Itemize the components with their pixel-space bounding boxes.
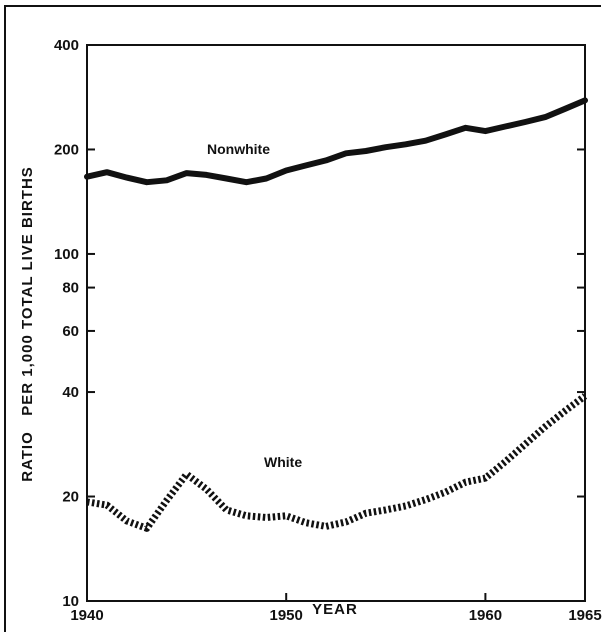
y-tick-label: 400 <box>54 37 79 54</box>
y-tick-label: 40 <box>62 384 79 401</box>
x-axis-title: YEAR <box>312 601 358 618</box>
y-tick-label: 100 <box>54 246 79 263</box>
figure-frame <box>4 5 601 632</box>
x-tick-label: 1965 <box>568 607 601 624</box>
nonwhite-series-line <box>84 97 588 186</box>
y-tick-label: 10 <box>62 593 79 610</box>
y-tick-label: 200 <box>54 141 79 158</box>
x-ticks: 1940 1950 1960 1965 <box>70 593 602 624</box>
series-lines <box>84 97 588 532</box>
y-tick-label: 20 <box>62 489 79 506</box>
y-tick-label: 80 <box>62 280 79 297</box>
x-tick-label: 1960 <box>469 607 502 624</box>
plot-area <box>86 44 586 602</box>
x-tick-label: 1950 <box>270 607 303 624</box>
y-axis-title: RATIO PER 1,000 TOTAL LIVE BIRTHS <box>19 166 36 482</box>
y-ticks: 10 20 40 60 80 100 200 400 <box>54 37 585 610</box>
y-tick-label: 60 <box>62 323 79 340</box>
nonwhite-series-label: Nonwhite <box>207 141 270 157</box>
x-tick-label: 1940 <box>70 607 103 624</box>
white-series-line <box>86 393 588 532</box>
white-series-label: White <box>264 454 302 470</box>
